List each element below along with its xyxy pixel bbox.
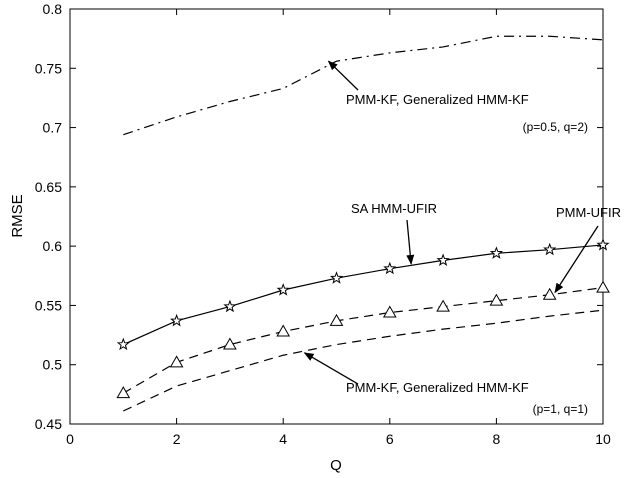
series-line-2 — [123, 244, 604, 346]
annotation-arrow — [327, 60, 359, 91]
y-tick-label: 0.55 — [35, 297, 62, 313]
x-tick-label: 0 — [66, 431, 74, 447]
data-point-star — [116, 337, 130, 351]
annotation-arrow — [554, 225, 599, 294]
data-point-triangle — [436, 299, 450, 312]
axis-ticks: 0 2 4 6 8 10 0.45 0.5 0.55 0.6 0.65 0.7 0.75 0.8 — [35, 1, 611, 447]
y-axis-label: RMSE — [9, 194, 26, 237]
y-tick-label: 0.6 — [43, 238, 63, 254]
annotation-arrow — [303, 352, 359, 385]
data-point-triangle — [116, 386, 131, 399]
data-point-star — [383, 261, 397, 275]
y-tick-label: 0.8 — [43, 1, 63, 17]
y-tick-label: 0.45 — [35, 416, 62, 432]
data-point-star — [223, 299, 237, 313]
data-point-star — [170, 313, 184, 327]
data-point-star — [436, 253, 450, 266]
data-point-star — [596, 238, 610, 251]
data-point-triangle — [276, 324, 291, 337]
x-axis-label: Q — [330, 457, 342, 474]
data-point-star — [489, 246, 503, 259]
x-tick-label: 8 — [493, 431, 501, 447]
y-tick-label: 0.7 — [43, 120, 63, 136]
data-point-triangle — [223, 337, 237, 350]
y-tick-label: 0.65 — [35, 179, 62, 195]
data-point-triangle — [329, 313, 344, 326]
y-tick-label: 0.75 — [35, 60, 62, 76]
annotation-label: PMM-KF, Generalized HMM-KF — [346, 92, 529, 107]
series-line-3 — [122, 287, 604, 394]
annotation-sublabel: (p=1, q=1) — [533, 402, 588, 416]
data-point-triangle — [489, 293, 504, 306]
x-tick-label: 6 — [386, 431, 394, 447]
data-point-triangle — [596, 280, 610, 293]
annotation-arrow — [406, 219, 415, 265]
annotation-sublabel: (p=0.5, q=2) — [523, 120, 588, 134]
data-point-star — [543, 242, 557, 256]
plot-frame — [69, 8, 604, 425]
x-tick-label: 4 — [279, 431, 287, 447]
data-point-star — [276, 283, 290, 296]
annotations: PMM-KF, Generalized HMM-KF (p=0.5, q=2) SA… — [303, 60, 621, 416]
x-tick-label: 2 — [173, 431, 181, 447]
data-point-triangle — [169, 355, 184, 368]
data-series — [116, 35, 610, 412]
x-tick-label: 10 — [595, 431, 611, 447]
data-point-triangle — [542, 287, 557, 300]
data-point-triangle — [382, 305, 397, 318]
annotation-label: PMM-KF, Generalized HMM-KF — [346, 380, 529, 395]
annotation-label: PMM-UFIR — [556, 205, 621, 220]
annotation-label: SA HMM-UFIR — [351, 201, 437, 216]
y-tick-label: 0.5 — [43, 357, 63, 373]
series-line-4 — [123, 309, 604, 412]
data-point-star — [329, 271, 344, 284]
